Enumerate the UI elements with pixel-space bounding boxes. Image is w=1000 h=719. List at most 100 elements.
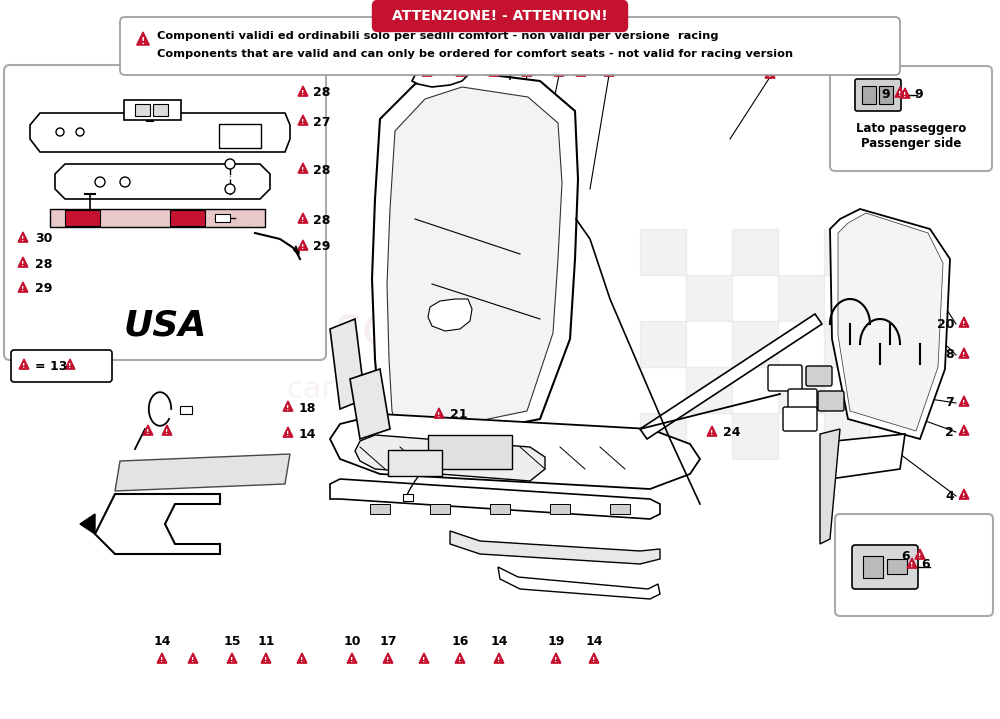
- Polygon shape: [434, 408, 444, 418]
- Polygon shape: [820, 429, 840, 544]
- FancyBboxPatch shape: [852, 545, 918, 589]
- Text: !: !: [425, 70, 429, 76]
- Text: scalder: scalder: [334, 303, 526, 355]
- Polygon shape: [387, 87, 562, 429]
- Circle shape: [95, 177, 105, 187]
- Polygon shape: [959, 396, 969, 406]
- FancyBboxPatch shape: [830, 66, 992, 171]
- Text: 10: 10: [343, 635, 361, 648]
- Polygon shape: [765, 68, 775, 78]
- Polygon shape: [554, 66, 564, 76]
- Polygon shape: [830, 434, 905, 479]
- Text: !: !: [492, 70, 496, 76]
- Polygon shape: [19, 359, 29, 369]
- Polygon shape: [137, 32, 149, 45]
- Text: !: !: [525, 70, 529, 76]
- Text: !: !: [962, 493, 966, 500]
- Bar: [686, 367, 732, 413]
- Text: 28: 28: [313, 86, 330, 99]
- Text: !: !: [21, 261, 25, 267]
- FancyBboxPatch shape: [372, 1, 628, 32]
- Text: 28: 28: [313, 214, 330, 226]
- Bar: [778, 275, 824, 321]
- Polygon shape: [455, 653, 465, 663]
- Text: !: !: [710, 431, 714, 436]
- Text: !: !: [579, 70, 583, 76]
- Polygon shape: [227, 653, 237, 663]
- Polygon shape: [494, 653, 504, 663]
- Bar: [640, 229, 686, 275]
- Text: !: !: [607, 70, 611, 76]
- FancyBboxPatch shape: [835, 514, 993, 616]
- Text: ATTENZIONE! - ATTENTION!: ATTENZIONE! - ATTENTION!: [392, 9, 608, 23]
- Text: 27: 27: [313, 116, 330, 129]
- Circle shape: [56, 128, 64, 136]
- Text: !: !: [301, 119, 305, 125]
- Bar: [732, 413, 778, 459]
- Polygon shape: [915, 549, 925, 559]
- Polygon shape: [604, 66, 614, 76]
- Polygon shape: [115, 454, 290, 491]
- Polygon shape: [188, 653, 198, 663]
- Polygon shape: [298, 115, 308, 125]
- Polygon shape: [707, 426, 717, 436]
- Text: 14: 14: [585, 635, 603, 648]
- Polygon shape: [959, 317, 969, 327]
- Polygon shape: [18, 257, 28, 267]
- Text: 15: 15: [223, 635, 241, 648]
- FancyBboxPatch shape: [11, 350, 112, 382]
- Text: !: !: [301, 91, 305, 96]
- Bar: [640, 413, 686, 459]
- Text: 29: 29: [35, 283, 52, 296]
- Text: !: !: [768, 73, 772, 78]
- Text: !: !: [300, 657, 304, 664]
- Text: !: !: [898, 91, 902, 97]
- Bar: [732, 321, 778, 367]
- Polygon shape: [372, 71, 578, 439]
- Text: 17: 17: [379, 635, 397, 648]
- Text: !: !: [918, 554, 922, 559]
- Text: 14: 14: [490, 635, 508, 648]
- Text: 9: 9: [914, 88, 923, 101]
- Text: !: !: [301, 217, 305, 224]
- Text: 5: 5: [596, 51, 605, 64]
- FancyBboxPatch shape: [4, 65, 326, 360]
- Text: 7: 7: [945, 396, 954, 410]
- Text: !: !: [68, 363, 72, 370]
- Text: !: !: [386, 657, 390, 664]
- Text: !: !: [350, 657, 354, 664]
- Bar: [824, 229, 870, 275]
- Polygon shape: [330, 414, 700, 489]
- Text: !: !: [962, 352, 966, 358]
- Text: 14: 14: [299, 428, 316, 441]
- Polygon shape: [959, 348, 969, 358]
- Polygon shape: [551, 653, 561, 663]
- Bar: [65, 210, 100, 226]
- Polygon shape: [489, 66, 499, 76]
- Text: 12: 12: [506, 51, 523, 64]
- Text: USA: USA: [123, 309, 207, 343]
- Bar: [135, 104, 150, 116]
- Polygon shape: [456, 66, 466, 76]
- Circle shape: [225, 159, 235, 169]
- Polygon shape: [589, 653, 599, 663]
- Text: part: part: [462, 455, 518, 483]
- Polygon shape: [143, 425, 153, 435]
- Text: !: !: [459, 70, 463, 76]
- Bar: [550, 504, 570, 514]
- Polygon shape: [18, 232, 28, 242]
- Text: !: !: [301, 168, 305, 173]
- Polygon shape: [959, 425, 969, 435]
- FancyBboxPatch shape: [428, 435, 512, 469]
- Bar: [610, 504, 630, 514]
- FancyBboxPatch shape: [855, 79, 901, 111]
- Polygon shape: [498, 567, 660, 599]
- Polygon shape: [838, 213, 943, 431]
- Polygon shape: [355, 435, 545, 481]
- Polygon shape: [283, 427, 293, 437]
- Text: !: !: [286, 406, 290, 411]
- FancyBboxPatch shape: [219, 124, 261, 148]
- Text: Components that are valid and can only be ordered for comfort seats - not valid : Components that are valid and can only b…: [157, 49, 793, 59]
- Text: !: !: [286, 431, 290, 437]
- Polygon shape: [830, 209, 950, 439]
